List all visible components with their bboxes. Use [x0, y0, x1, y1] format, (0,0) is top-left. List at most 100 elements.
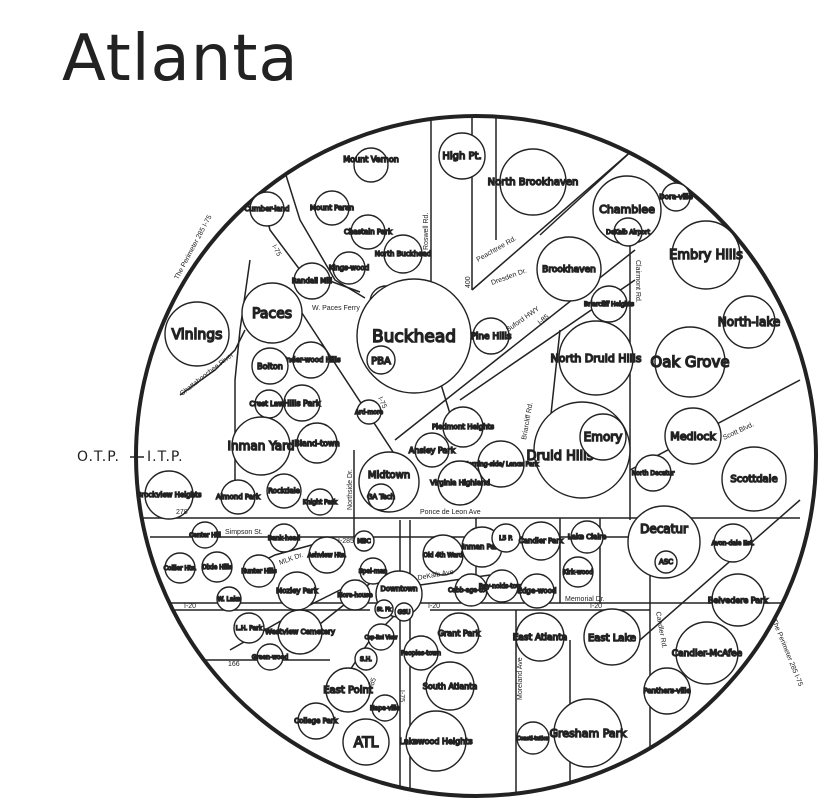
hood-candler-mcafee[interactable]: Candler-McAfee [671, 621, 743, 685]
hood-grant-park[interactable]: Grant Park [437, 612, 481, 654]
hood-pba[interactable]: PBA [366, 345, 396, 375]
hood-morningside[interactable]: Morning-side/ Lenox Park [463, 440, 540, 488]
hood-candler-park[interactable]: Candler Park [518, 521, 565, 561]
hood-peoplestown[interactable]: Peoples-town [400, 635, 442, 671]
hood-east-atlanta[interactable]: East Atlanta [512, 612, 568, 662]
hood-label: L5 P. [499, 535, 513, 542]
hood-atl[interactable]: ATL [342, 718, 390, 766]
hood-embry-hills[interactable]: Embry Hills [668, 220, 744, 290]
hood-virginia-highland[interactable]: Virginia Highland [429, 460, 491, 506]
road-mlk-dr: MLK Dr. [278, 552, 304, 567]
hood-morehouse[interactable]: More-house [337, 579, 374, 611]
hood-pine-hills[interactable]: Pine Hills [470, 317, 512, 355]
hood-westview-cemetery[interactable]: Westview Cemetery [264, 609, 336, 655]
hood-mount-vernon[interactable]: Mount Vernon [343, 147, 399, 183]
hood-north-decatur[interactable]: North Decatur [631, 454, 676, 492]
hood-lakewood-heights[interactable]: Lakewood Heights [399, 710, 473, 772]
hood-belvedere-park[interactable]: Belvedere Park [707, 573, 769, 627]
road-i75: I-75 [270, 244, 282, 258]
hood-underwood-hills[interactable]: Under-wood Hills [281, 341, 342, 379]
hood-medlock[interactable]: Medlock [664, 407, 722, 465]
hood-piedmont-heights[interactable]: Piedmont Heights [431, 406, 495, 448]
hood-north-buckhead[interactable]: North Buckhead [374, 234, 432, 274]
hood-north-brookhaven[interactable]: North Brookhaven [487, 148, 579, 216]
hood-emory[interactable]: Emory [579, 413, 627, 461]
hood-ga-tech[interactable]: GA Tech [366, 483, 396, 511]
hood-reynoldstown[interactable]: Rey-nolds-town [478, 569, 526, 603]
hood-rockdale[interactable]: Rockdale [266, 473, 302, 509]
hood-label: Bank-head [268, 535, 300, 542]
hood-knight-park[interactable]: Knight Park [302, 488, 338, 516]
hood-panthersville[interactable]: Panthers-ville [643, 667, 691, 715]
hood-mount-paran[interactable]: Mount Paran [309, 190, 355, 226]
hood-ardmore[interactable]: Ard-more [354, 399, 384, 425]
hood-sh[interactable]: S.H. [354, 647, 378, 671]
hood-kingswood[interactable]: Kings-wood [328, 251, 370, 285]
hood-label: Consti-tution [517, 736, 549, 742]
hood-kirkwood[interactable]: Kirk-wood [562, 556, 594, 588]
hood-mbc[interactable]: MBC [353, 530, 375, 552]
hood-label: Brockview Heights [137, 491, 202, 499]
hood-label: Almond Park [216, 493, 261, 501]
hood-chastain-park[interactable]: Chastain Park [343, 214, 394, 250]
hood-label: Cap-itol View [365, 635, 398, 641]
hood-hills-park[interactable]: Hills Park [283, 384, 321, 422]
hood-vinings[interactable]: Vinings [164, 301, 230, 367]
hood-oak-grove[interactable]: Oak Grove [650, 326, 730, 398]
hood-ansley-park[interactable]: Ansley Park [408, 432, 456, 468]
hood-st-pk[interactable]: St. Pk [374, 599, 394, 619]
hood-capitol-view[interactable]: Cap-itol View [364, 623, 398, 651]
hood-chamblee[interactable]: Chamblee [592, 175, 662, 245]
hood-brockview-heights[interactable]: Brockview Heights [136, 470, 202, 520]
hood-center-hill[interactable]: Center Hill [188, 521, 222, 549]
hood-label: Westview Cemetery [265, 628, 335, 636]
hood-bankhead[interactable]: Bank-head [267, 523, 301, 553]
hood-inman-yard[interactable]: Inman Yard [227, 416, 295, 476]
hood-randall-mill[interactable]: Randall Mill [291, 262, 333, 300]
road-ponce: Ponce de Leon Ave [420, 509, 481, 516]
road-perimeter-east: The Perimeter 285 I-75 [770, 618, 803, 687]
hood-label: East Atlanta [513, 633, 568, 643]
hood-east-lake[interactable]: East Lake [583, 608, 641, 666]
hood-crest-lawn[interactable]: Crest Lawn [249, 389, 289, 419]
hood-buckhead[interactable]: Buckhead [356, 278, 472, 394]
hood-avondale-est[interactable]: Avon-dale Est. [711, 523, 755, 563]
hood-bolton[interactable]: Bolton [251, 347, 289, 385]
hood-cumberland[interactable]: Cumber-land [244, 191, 290, 227]
hood-almond-park[interactable]: Almond Park [215, 479, 262, 515]
hood-high-pt[interactable]: High Pt. [438, 132, 486, 180]
hood-hunter-hills[interactable]: Hunter Hills [241, 554, 277, 588]
hood-gresham-park[interactable]: Gresham Park [549, 698, 628, 768]
hood-gsu[interactable]: GSU [394, 602, 414, 622]
hood-old-4th-ward[interactable]: Old 4th Ward [422, 534, 464, 576]
hood-lh-park[interactable]: L.H. Park [233, 612, 265, 644]
hood-label: College Park [294, 717, 338, 725]
hood-briarcliff-heights[interactable]: Briarcliff Heights [583, 285, 635, 323]
hood-dixie-hills[interactable]: Dixie Hills [201, 551, 233, 583]
hood-scottdale[interactable]: Scottdale [721, 446, 787, 512]
hood-brookhaven[interactable]: Brookhaven [536, 236, 602, 302]
hood-spelman[interactable]: Spel-man [358, 557, 388, 585]
hood-northlake[interactable]: North-lake [717, 295, 781, 349]
hood-south-atlanta[interactable]: South Atlanta [422, 661, 478, 711]
hood-constitution[interactable]: Consti-tution [516, 721, 550, 755]
hood-edgewood[interactable]: Edge-wood [517, 573, 557, 609]
hood-greenwood[interactable]: Green-wood [251, 643, 289, 671]
hood-dekalb-airport[interactable]: DeKalb Airport [605, 217, 651, 247]
hood-asc[interactable]: ASC [654, 550, 678, 574]
hood-hapeville[interactable]: Hape-ville [369, 694, 401, 722]
hood-doraville[interactable]: Dora-ville [659, 182, 693, 212]
hood-paces[interactable]: Paces [241, 282, 303, 344]
hood-north-druid-hills[interactable]: North Druid Hills [550, 320, 642, 396]
hood-ashview-hts[interactable]: Ashview Hts. [307, 536, 347, 574]
hood-l5p[interactable]: L5 P. [491, 523, 521, 553]
hood-college-park[interactable]: College Park [294, 702, 339, 740]
hood-lake-claire[interactable]: Lake Claire [567, 520, 607, 554]
hood-collier-hts[interactable]: Collier Hts. [163, 552, 197, 584]
hood-east-point[interactable]: East Point [323, 667, 374, 713]
hood-label: Lakewood Heights [399, 737, 472, 746]
hood-blandtown[interactable]: Bland-town [294, 422, 340, 464]
hood-decatur[interactable]: Decatur [627, 505, 701, 579]
hood-label: Piedmont Heights [432, 423, 494, 431]
hood-w-lake[interactable]: W. Lake [216, 586, 242, 612]
